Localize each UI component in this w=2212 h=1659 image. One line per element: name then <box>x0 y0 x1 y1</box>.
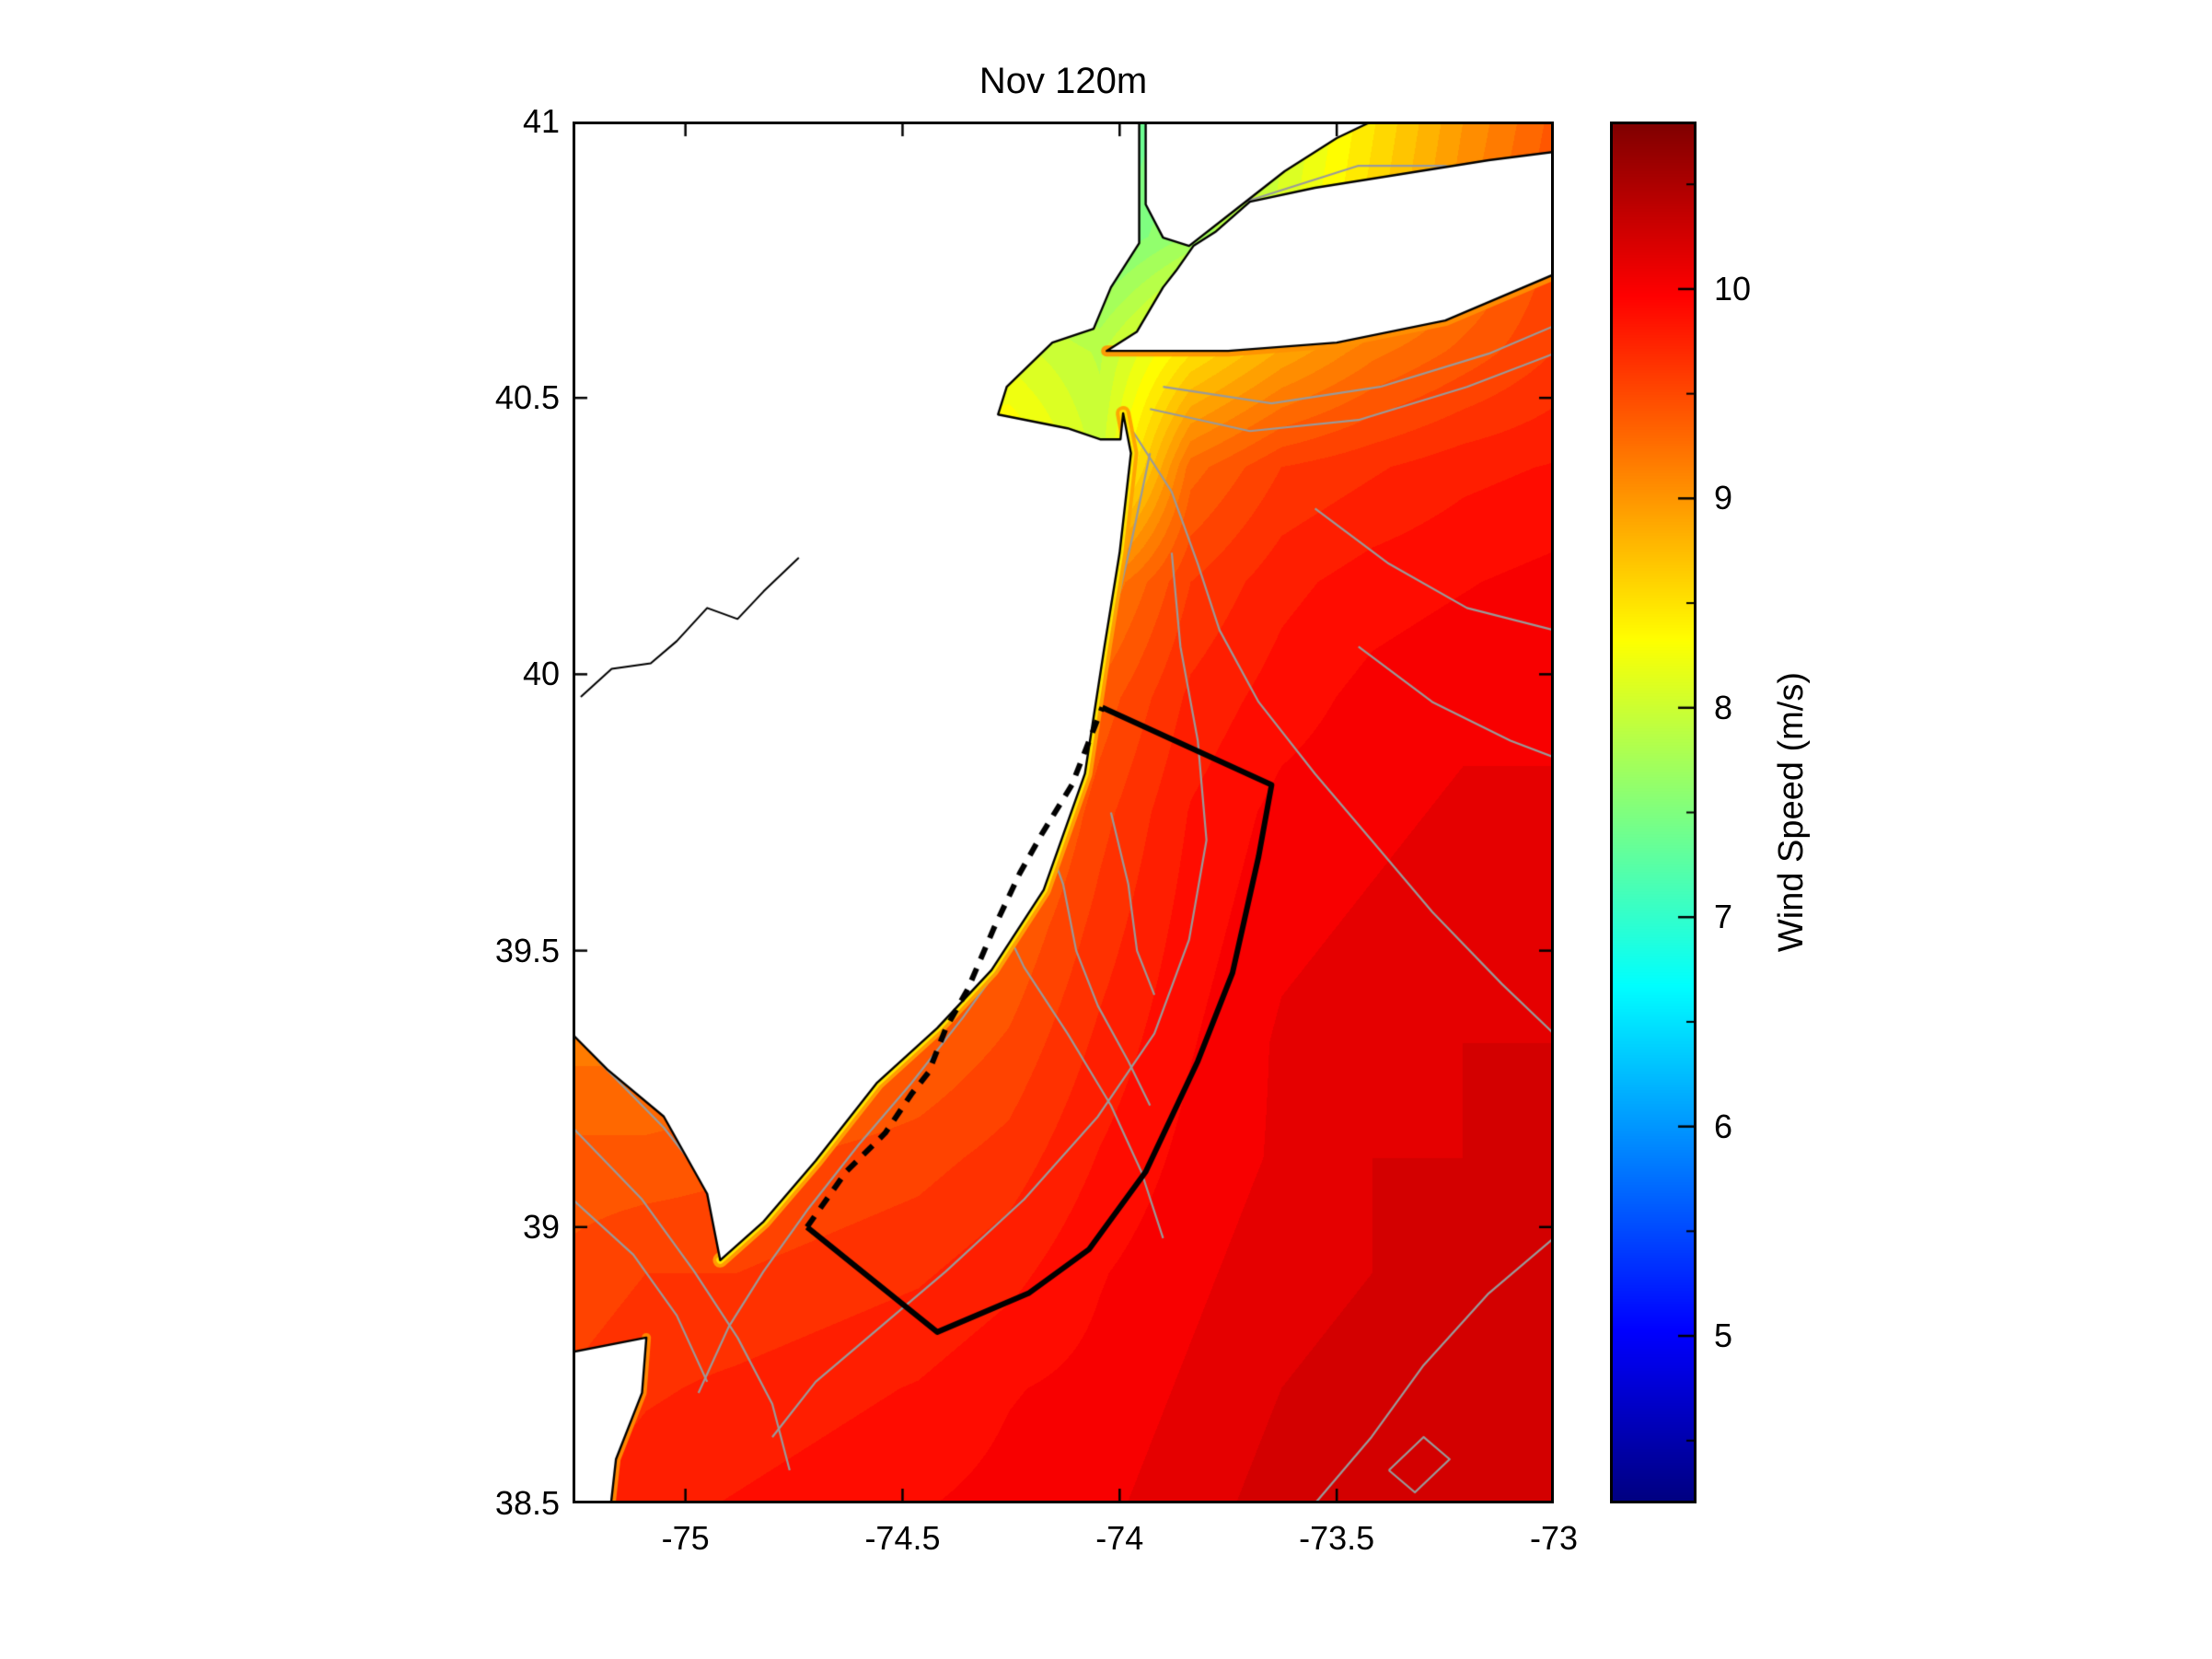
colorbar-axis-label: Wind Speed (m/s) <box>1771 672 1811 953</box>
colorbar-tick-label: 7 <box>1714 898 1733 936</box>
x-tick-label: -73.5 <box>1299 1519 1375 1557</box>
colorbar-tick-label: 8 <box>1714 688 1733 726</box>
y-tick-label: 41 <box>522 102 560 140</box>
map-plot-area <box>573 122 1554 1503</box>
colorbar-tick-label: 10 <box>1714 269 1752 307</box>
y-tick-label: 38.5 <box>494 1484 560 1522</box>
y-tick-label: 39 <box>522 1207 560 1246</box>
colorbar-tick-label: 6 <box>1714 1107 1733 1145</box>
x-tick-label: -74.5 <box>864 1519 941 1557</box>
y-tick-label: 40.5 <box>494 378 560 417</box>
x-tick-label: -75 <box>661 1519 710 1557</box>
plot-title: Nov 120m <box>979 61 1148 101</box>
x-tick-label: -74 <box>1095 1519 1144 1557</box>
colorbar-tick-label: 9 <box>1714 479 1733 517</box>
y-tick-label: 39.5 <box>494 931 560 969</box>
colorbar-tick-label: 5 <box>1714 1317 1733 1355</box>
y-tick-label: 40 <box>522 655 560 693</box>
colorbar <box>1610 122 1697 1503</box>
x-tick-label: -73 <box>1529 1519 1579 1557</box>
